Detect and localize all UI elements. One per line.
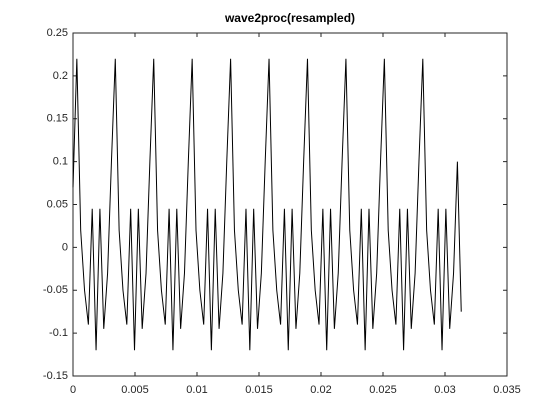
x-tick-label: 0.025 — [369, 384, 397, 396]
x-tick-label: 0.005 — [121, 384, 149, 396]
y-tick-label: 0.2 — [53, 70, 68, 82]
y-tick-label: -0.1 — [49, 327, 68, 339]
x-tick-label: 0.03 — [434, 384, 455, 396]
x-tick-label: 0 — [70, 384, 76, 396]
y-tick-label: -0.15 — [43, 370, 68, 382]
x-tick-label: 0.02 — [310, 384, 331, 396]
y-tick-label: 0.1 — [53, 156, 68, 168]
x-tick-label: 0.01 — [186, 384, 207, 396]
y-tick-label: 0.05 — [47, 198, 68, 210]
x-tick-label: 0.015 — [245, 384, 273, 396]
y-tick-label: 0 — [62, 241, 68, 253]
x-tick-label: 0.035 — [493, 384, 521, 396]
axes-box — [72, 32, 508, 377]
chart-title: wave2proc(resampled) — [224, 11, 355, 25]
y-tick-label: -0.05 — [43, 284, 68, 296]
line-series — [72, 58, 462, 351]
y-tick-label: 0.15 — [47, 113, 68, 125]
y-tick-label: 0.25 — [47, 27, 68, 39]
